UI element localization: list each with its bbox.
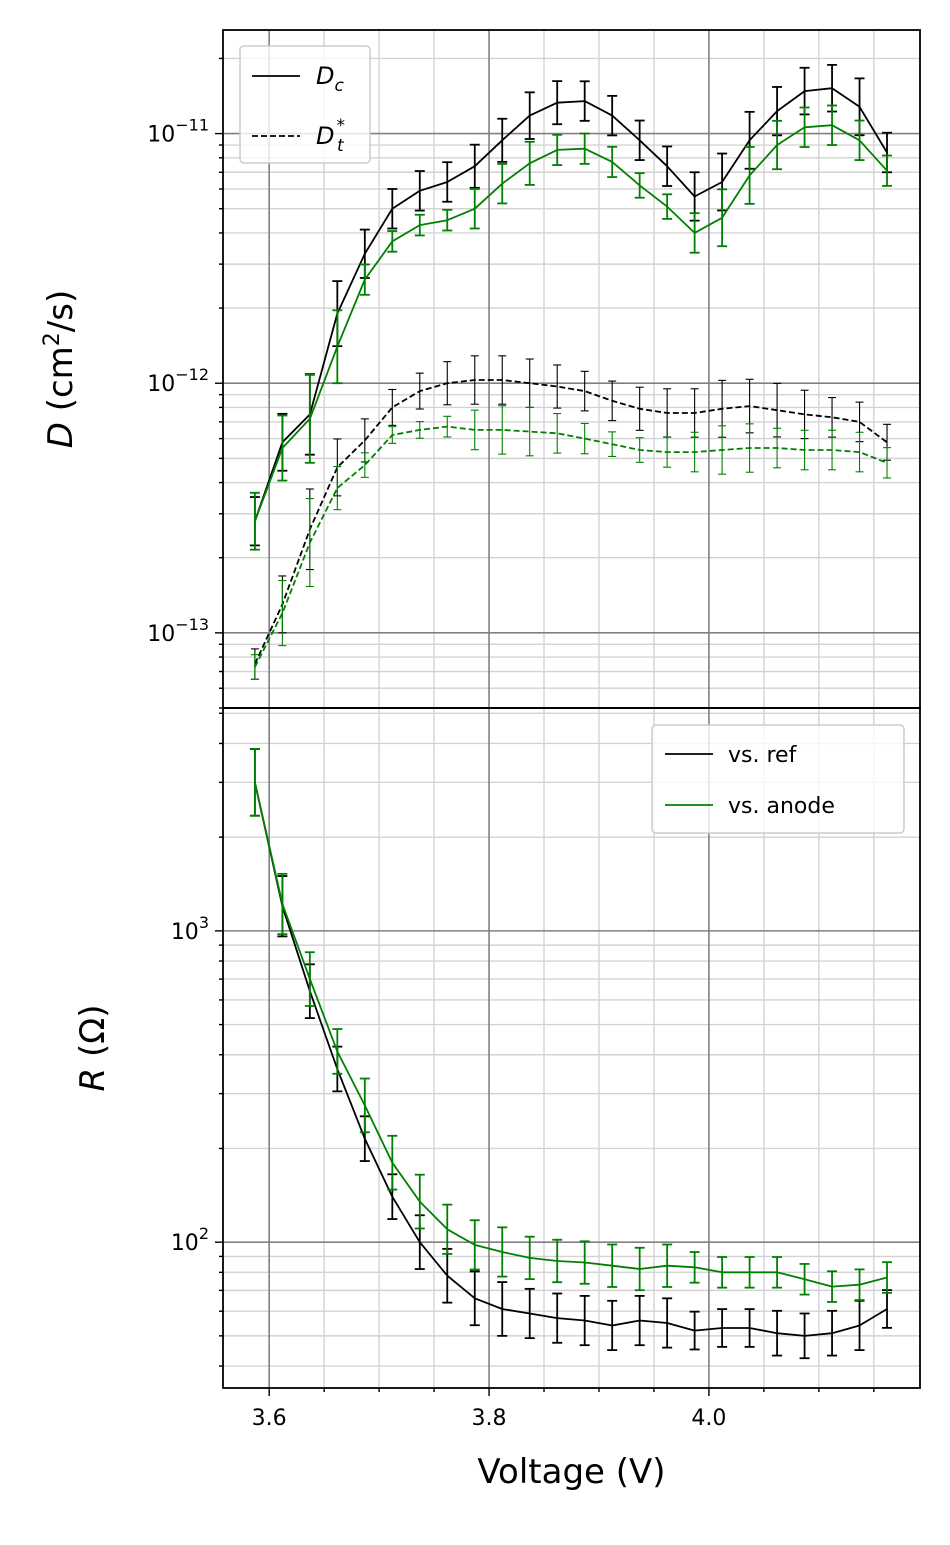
legend-label: vs. ref (728, 743, 798, 768)
legend-box (239, 45, 371, 164)
bottom-axes-frame (222, 707, 921, 1389)
top-series-1 (249, 104, 893, 551)
top-y-axis-label: D (cm2/s) (40, 290, 81, 449)
top-series-3 (250, 405, 892, 680)
bottom-y-axis-label: R (Ω) (73, 1005, 113, 1092)
legend-label: vs. anode (728, 794, 835, 819)
y-tick-label: 10−12 (147, 365, 209, 397)
bottom-series-vs-anode (249, 748, 893, 1303)
bottom-x-axis: 3.6 3.8 4.0 Voltage (V) (252, 1388, 875, 1492)
top-grid (223, 30, 920, 709)
legend-box (651, 724, 905, 834)
top-series (249, 63, 893, 680)
x-tick-label: 3.6 (252, 1406, 287, 1431)
legend-label: D * t (316, 116, 345, 156)
top-panel: 10−13 10−12 10−11 D (cm2/s) Dc D * t (40, 29, 921, 709)
top-series-2 (250, 355, 892, 680)
y-tick-label: 102 (171, 1224, 209, 1256)
bottom-series-vs-ref (249, 748, 893, 1360)
x-axis-label: Voltage (V) (477, 1452, 665, 1492)
series-line (254, 782, 888, 1288)
bottom-legend: vs. ref vs. anode (651, 724, 905, 834)
y-tick-label: 10−13 (147, 615, 209, 647)
series-line (254, 124, 888, 522)
series-line (254, 379, 888, 665)
x-tick-label: 3.8 (472, 1406, 507, 1431)
y-tick-label: 10−11 (147, 116, 209, 148)
bottom-y-axis: 102 103 R (Ω) (73, 712, 223, 1367)
top-legend: Dc D * t (239, 45, 371, 164)
legend-label: Dc (316, 62, 344, 96)
top-y-axis: 10−13 10−12 10−11 D (cm2/s) (40, 57, 223, 709)
series-line (254, 425, 888, 668)
series-line (254, 782, 888, 1337)
x-tick-label: 4.0 (691, 1406, 726, 1431)
y-tick-label: 103 (171, 913, 209, 945)
bottom-series (249, 748, 893, 1360)
